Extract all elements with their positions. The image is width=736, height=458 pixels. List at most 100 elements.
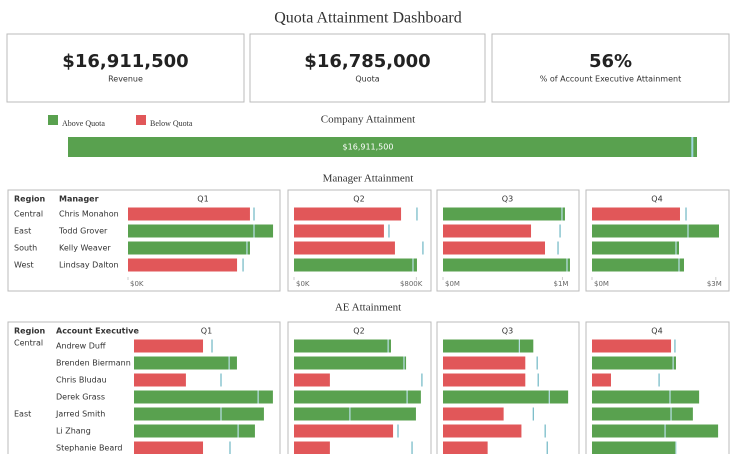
row-label: Derek Grass [56,393,105,402]
panel [7,189,281,292]
bar [592,207,680,221]
region-label: South [14,244,37,253]
column-header: Region [14,327,46,336]
column-header: Account Executive [56,327,139,336]
kpi-value: $16,785,000 [304,51,430,72]
bar [443,207,565,221]
row-label: Li Zhang [56,427,91,436]
quarter-header: Q1 [201,327,212,336]
company-bar-label: $16,911,500 [343,143,394,152]
bar [592,241,679,255]
x-tick-label: $1M [553,280,568,288]
bar [592,373,611,387]
legend-label: Above Quota [62,119,105,128]
row-label: Chris Monahon [59,210,119,219]
row-label: Andrew Duff [56,342,106,351]
bar [294,224,384,238]
bar [294,207,402,221]
bar [443,373,526,387]
bar [134,339,204,353]
row-label: Jarred Smith [55,410,105,419]
legend-swatch [48,115,58,125]
bar [592,390,700,404]
row-label: Stephanie Beard [56,444,122,453]
bar [294,390,421,404]
kpi-value: 56% [589,51,632,72]
bar [592,424,719,438]
bar [134,373,186,387]
region-label: East [14,227,31,236]
bar [443,241,546,255]
bar [128,207,250,221]
bar [592,407,693,421]
region-label: West [14,261,34,270]
row-label: Brenden Biermann [56,359,131,368]
bar [294,258,417,272]
column-header: Manager [59,195,99,204]
kpi-box [491,33,730,103]
panel [585,189,730,292]
company-bar [68,137,698,157]
bar [134,441,204,455]
bar [592,339,672,353]
bar [294,407,416,421]
row-label: Chris Bludau [56,376,107,385]
bar [294,424,394,438]
bar [294,339,391,353]
bar [443,339,534,353]
row-label: Kelly Weaver [59,244,111,253]
quarter-header: Q3 [502,327,513,336]
x-tick-label: $0K [296,280,310,288]
bar [443,407,504,421]
kpi-box [6,33,245,103]
row-label: Lindsay Dalton [59,261,119,270]
kpi-label: Quota [355,75,379,84]
bar [294,373,330,387]
quarter-header: Q3 [502,195,513,204]
bar [134,356,237,370]
region-label: Central [14,339,43,348]
x-tick-label: $800K [400,280,423,288]
kpi-label: Revenue [108,75,143,84]
section-title: AE Attainment [335,302,401,314]
bar [592,441,677,455]
bar [128,258,238,272]
bar [443,224,532,238]
kpi-label: % of Account Executive Attainment [540,75,681,84]
bar [443,424,522,438]
bar [134,390,273,404]
region-label: East [14,410,31,419]
section-title: Manager Attainment [323,173,414,185]
quarter-header: Q2 [353,195,364,204]
bar [592,224,719,238]
bar [294,241,395,255]
legend-swatch [136,115,146,125]
quarter-header: Q1 [197,195,208,204]
x-tick-label: $0M [594,280,609,288]
bar [294,356,407,370]
bar [443,356,526,370]
bar [443,441,488,455]
bar [294,441,330,455]
quarter-header: Q4 [651,195,662,204]
kpi-box [249,33,486,103]
bar [443,390,569,404]
row-label: Todd Grover [58,227,108,236]
panel [436,189,580,292]
bar [128,241,250,255]
column-header: Region [14,195,46,204]
region-label: Central [14,210,43,219]
quarter-header: Q4 [651,327,662,336]
bar [592,258,684,272]
bar [134,407,264,421]
x-tick-label: $3M [707,280,722,288]
x-tick-label: $0M [445,280,460,288]
kpi-value: $16,911,500 [62,51,188,72]
panel [287,189,432,292]
legend-label: Below Quota [150,119,193,128]
title: Quota Attainment Dashboard [274,10,462,27]
bar [592,356,676,370]
bar [443,258,570,272]
x-tick-label: $0K [130,280,144,288]
